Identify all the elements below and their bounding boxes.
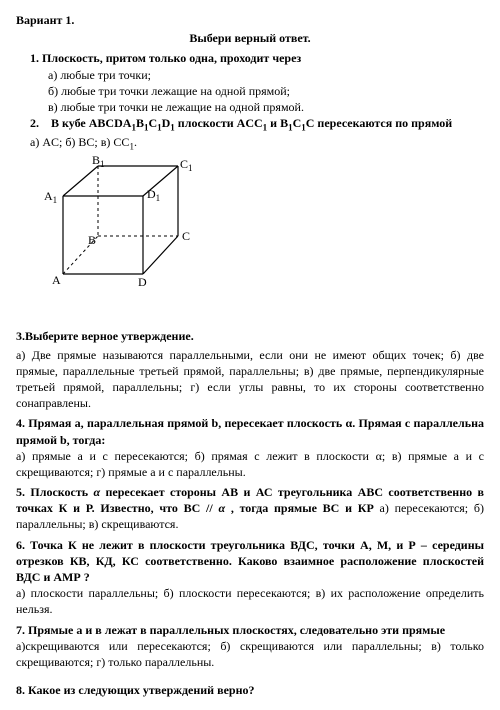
q1-option-c: в) любые три точки не лежащие на одной п… <box>16 99 484 115</box>
q5-h3: , тогда прямые ВС и КР <box>225 501 374 515</box>
q2-text-2: B <box>136 116 144 130</box>
label-d: D <box>138 275 147 289</box>
q5-block: 5. Плоскость α пересекает стороны АВ и А… <box>16 484 484 533</box>
q6-heading: 6. Точка К не лежит в плоскости треуголь… <box>16 538 484 584</box>
label-c: C <box>182 229 190 243</box>
q4-block: 4. Прямая а, параллельная прямой b, пере… <box>16 415 484 480</box>
q1-heading: 1. Плоскость, притом только одна, проход… <box>30 50 484 66</box>
q6-body: а) плоскости параллельны; б) плоскости п… <box>16 586 484 616</box>
page-title: Выбери верный ответ. <box>16 30 484 46</box>
label-b: B <box>88 233 96 247</box>
q7-heading: 7. Прямые а и в лежат в параллельных пло… <box>16 622 484 638</box>
q2-text-7: C <box>293 116 302 130</box>
q2-text-1: В кубе ABCDA <box>51 116 131 130</box>
q3-body: а) Две прямые называются параллельными, … <box>16 347 484 412</box>
variant-label: Вариант 1. <box>16 12 484 28</box>
q2-number: 2. <box>30 116 39 130</box>
label-a1: A1 <box>44 189 57 205</box>
q2-heading: 2. В кубе ABCDA1B1C1D1 плоскости ACC1 и … <box>30 115 484 134</box>
q2-text-6: и B <box>267 116 288 130</box>
q1-option-a: а) любые три точки; <box>16 67 484 83</box>
q8-heading: 8. Какое из следующих утверждений верно? <box>16 682 484 698</box>
q3-heading: 3.Выберите верное утверждение. <box>16 328 484 344</box>
q2-options: а) AC; б) BC; в) CC1. <box>16 134 484 153</box>
q2-text-3: C <box>148 116 157 130</box>
label-d1: D1 <box>147 187 160 203</box>
q6-block: 6. Точка К не лежит в плоскости треуголь… <box>16 537 484 618</box>
q7-body: а)скрещиваются или пересекаются; б) скре… <box>16 638 484 670</box>
q2-opts-text: а) AC; б) BC; в) CC <box>30 135 129 149</box>
q4-body: а) прямые а и с пересекаются; б) прямая … <box>16 449 484 479</box>
label-c1: C1 <box>180 157 193 173</box>
q2-opts-end: . <box>134 135 137 149</box>
q2-text-5: плоскости ACC <box>175 116 263 130</box>
q1-option-b: б) любые три точки лежащие на одной прям… <box>16 83 484 99</box>
q2-text-4: D <box>162 116 171 130</box>
q5-h1: 5. Плоскость <box>16 485 93 499</box>
label-a: A <box>52 273 61 287</box>
q4-heading: 4. Прямая а, параллельная прямой b, пере… <box>16 416 484 446</box>
cube-diagram: B1 C1 A1 D1 B C A D <box>30 156 484 310</box>
q2-text-8: C пересекаются по прямой <box>306 116 452 130</box>
